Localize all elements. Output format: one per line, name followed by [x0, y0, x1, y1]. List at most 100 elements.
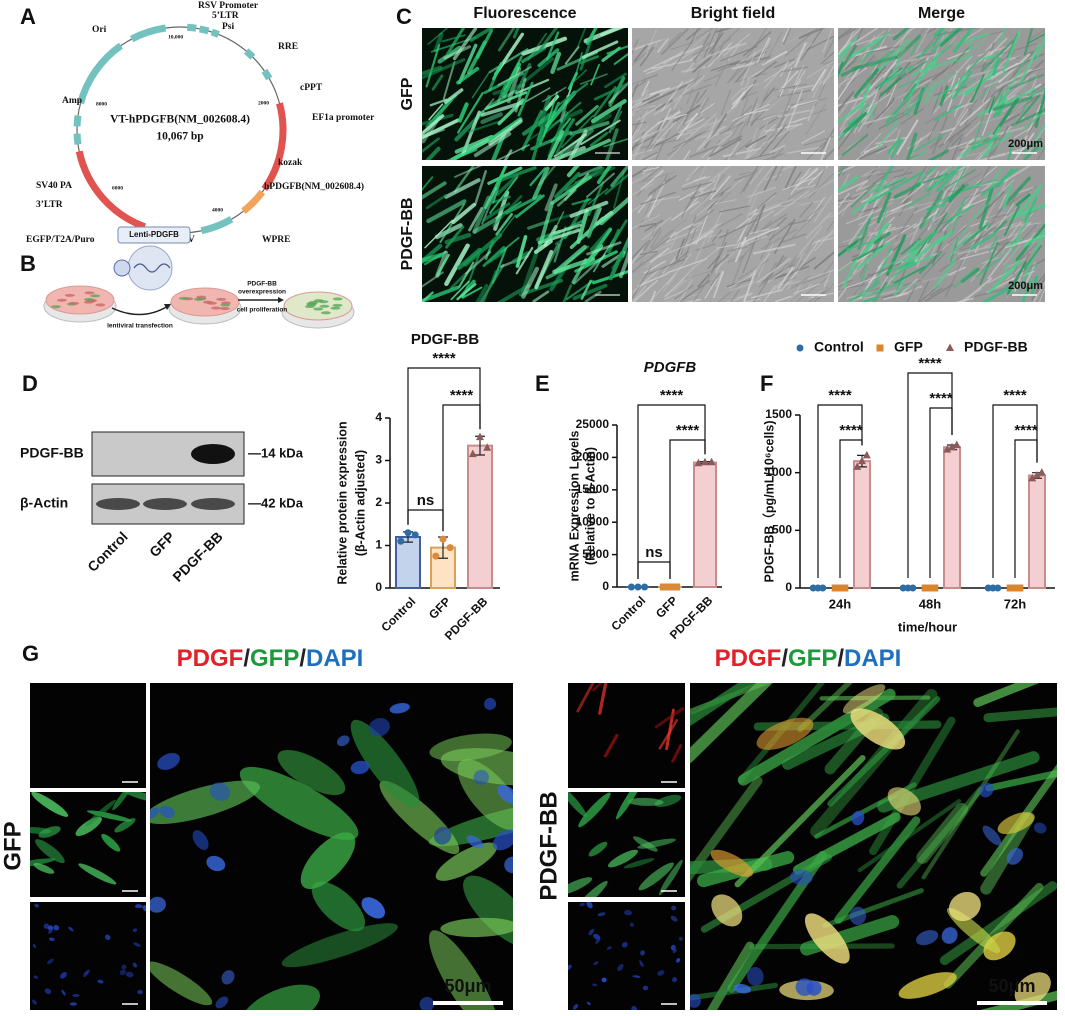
- cell: [980, 83, 990, 100]
- cell: [489, 214, 517, 250]
- stain-title-part: DAPI: [306, 645, 363, 672]
- cell: [767, 267, 790, 283]
- column-header: Fluorescence: [473, 5, 576, 22]
- cell: [669, 223, 694, 238]
- cell: [976, 70, 1008, 100]
- cell: [869, 65, 887, 86]
- feature-label: SV40 PA: [36, 181, 72, 191]
- cell: [801, 130, 826, 144]
- cell: [782, 28, 791, 42]
- cell: [838, 192, 850, 209]
- cell: [807, 269, 834, 280]
- cell: [429, 733, 512, 762]
- cell: [997, 812, 1035, 835]
- cell: [492, 62, 503, 81]
- cell: [122, 792, 146, 804]
- cell: [737, 232, 747, 246]
- column-header: Merge: [918, 5, 965, 22]
- data-point: [1033, 471, 1041, 479]
- significance-label: ****: [676, 422, 700, 439]
- cell: [491, 247, 508, 284]
- cell: [876, 169, 904, 176]
- cell: [718, 219, 757, 239]
- cell: [671, 744, 683, 763]
- cell: [56, 298, 67, 302]
- stain-title-part: /: [299, 645, 306, 672]
- cell: [959, 233, 988, 250]
- cell: [901, 254, 934, 270]
- significance-label: ****: [839, 422, 863, 439]
- cell: [932, 115, 948, 155]
- cell: [715, 271, 723, 288]
- y-tick-label: 25000: [576, 417, 610, 431]
- cell: [457, 43, 478, 85]
- cell: [31, 792, 69, 817]
- cell: [588, 841, 608, 857]
- cell: [985, 210, 1017, 232]
- cell: [682, 91, 700, 126]
- cell: [916, 31, 947, 60]
- cell: [219, 307, 230, 311]
- cell: [735, 217, 750, 230]
- cell: [1023, 28, 1034, 56]
- cell: [649, 230, 663, 250]
- cell: [754, 61, 777, 78]
- cell: [665, 231, 676, 244]
- cell: [690, 190, 717, 200]
- cell: [546, 130, 565, 160]
- cell: [1028, 67, 1045, 73]
- cell: [863, 93, 891, 112]
- cell: [202, 300, 213, 304]
- cell: [713, 253, 730, 269]
- cell: [598, 683, 608, 715]
- cell: [904, 248, 919, 263]
- bar: [943, 446, 961, 589]
- plasmid-feature: [73, 133, 82, 145]
- cell: [456, 66, 480, 85]
- x-tick-label: Control: [608, 593, 648, 633]
- cell: [555, 129, 570, 155]
- cell: [1020, 137, 1042, 155]
- cell: [1001, 43, 1038, 55]
- plasmid-feature: [243, 48, 256, 60]
- y-tick-label: 1500: [765, 407, 792, 421]
- cell: [701, 233, 726, 239]
- cell: [497, 784, 513, 804]
- cell: [473, 769, 489, 785]
- cell: [939, 127, 956, 134]
- scale-label: 200μm: [1008, 138, 1043, 150]
- cell: [681, 66, 706, 73]
- cell: [690, 683, 756, 727]
- cell: [32, 999, 37, 1005]
- cell: [750, 289, 781, 299]
- cell: [632, 114, 642, 138]
- cell: [1008, 73, 1045, 90]
- data-point: [476, 432, 484, 441]
- cell: [641, 74, 658, 82]
- cell: [746, 68, 765, 80]
- cell: [471, 72, 490, 99]
- cell: [797, 683, 853, 733]
- cell: [667, 142, 685, 160]
- cell: [632, 183, 653, 196]
- cell: [64, 293, 75, 297]
- cell: [875, 206, 889, 245]
- cell: [422, 181, 447, 200]
- cell: [422, 291, 434, 302]
- plasmid-feature: [77, 42, 123, 105]
- cell: [719, 121, 744, 136]
- cell: [938, 134, 955, 160]
- cell: [984, 167, 1002, 199]
- cell: [975, 257, 1001, 278]
- cell: [949, 170, 962, 190]
- cell: [603, 733, 619, 758]
- cell: [632, 266, 652, 299]
- cell: [454, 135, 494, 154]
- cell: [159, 805, 175, 818]
- cell: [330, 306, 341, 310]
- cell: [643, 227, 662, 251]
- cell: [746, 966, 764, 986]
- cell: [78, 863, 117, 885]
- cell: [566, 166, 580, 178]
- cell: [850, 182, 877, 208]
